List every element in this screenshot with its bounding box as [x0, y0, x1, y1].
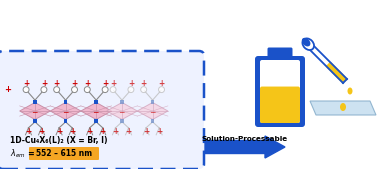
Bar	[94, 100, 98, 103]
FancyBboxPatch shape	[260, 87, 300, 123]
FancyBboxPatch shape	[268, 47, 293, 61]
Text: Solution-Processable: Solution-Processable	[202, 136, 288, 142]
Bar	[120, 119, 124, 123]
Text: +: +	[143, 127, 149, 136]
Text: +: +	[25, 127, 32, 136]
FancyBboxPatch shape	[0, 51, 204, 169]
Text: +: +	[39, 127, 45, 136]
Bar	[151, 119, 154, 123]
Text: +: +	[87, 127, 93, 136]
Polygon shape	[137, 103, 168, 119]
Bar	[33, 119, 37, 123]
Bar	[120, 100, 124, 103]
FancyBboxPatch shape	[255, 56, 305, 127]
Polygon shape	[50, 103, 81, 119]
Text: +: +	[110, 79, 116, 88]
Text: +: +	[23, 79, 29, 88]
Bar	[151, 100, 154, 103]
Bar	[94, 119, 98, 123]
FancyArrow shape	[205, 136, 285, 158]
Circle shape	[110, 87, 116, 93]
Text: +: +	[41, 79, 47, 88]
Polygon shape	[81, 103, 112, 119]
Text: +: +	[112, 127, 119, 136]
Bar	[33, 100, 37, 103]
Text: +: +	[141, 79, 147, 88]
Text: +: +	[102, 79, 108, 88]
Text: $-$: $-$	[149, 106, 156, 115]
Text: +: +	[56, 127, 62, 136]
Text: +: +	[69, 127, 75, 136]
Ellipse shape	[302, 38, 310, 46]
Polygon shape	[107, 103, 137, 119]
Text: $-$: $-$	[92, 106, 100, 115]
Text: +: +	[100, 127, 106, 136]
Circle shape	[23, 87, 29, 93]
Text: +: +	[125, 127, 132, 136]
Text: 552 – 615 nm: 552 – 615 nm	[36, 149, 92, 158]
Circle shape	[71, 87, 77, 93]
Bar	[64, 119, 67, 123]
Polygon shape	[20, 103, 50, 119]
Ellipse shape	[347, 88, 353, 94]
Text: +: +	[5, 84, 11, 93]
Circle shape	[128, 87, 134, 93]
FancyBboxPatch shape	[29, 147, 99, 160]
Bar	[64, 100, 67, 103]
Text: +: +	[158, 79, 165, 88]
Ellipse shape	[340, 103, 346, 111]
Circle shape	[84, 87, 90, 93]
Text: $-$: $-$	[62, 106, 70, 115]
Polygon shape	[310, 101, 376, 115]
Text: +: +	[71, 79, 77, 88]
Text: 1D-Cu₄X₆(L)₂ (X = Br, I): 1D-Cu₄X₆(L)₂ (X = Br, I)	[10, 137, 107, 146]
Text: +: +	[54, 79, 60, 88]
Circle shape	[158, 87, 164, 93]
Text: +: +	[156, 127, 162, 136]
Text: $-$: $-$	[118, 106, 126, 115]
FancyBboxPatch shape	[260, 60, 300, 123]
Circle shape	[54, 87, 60, 93]
Circle shape	[41, 87, 47, 93]
Text: +: +	[128, 79, 134, 88]
Polygon shape	[327, 63, 347, 83]
Circle shape	[102, 87, 108, 93]
Text: $-$: $-$	[31, 106, 39, 115]
Ellipse shape	[302, 38, 314, 50]
Text: $\lambda_{em}$ =: $\lambda_{em}$ =	[10, 148, 35, 160]
Text: +: +	[84, 79, 90, 88]
Circle shape	[141, 87, 147, 93]
